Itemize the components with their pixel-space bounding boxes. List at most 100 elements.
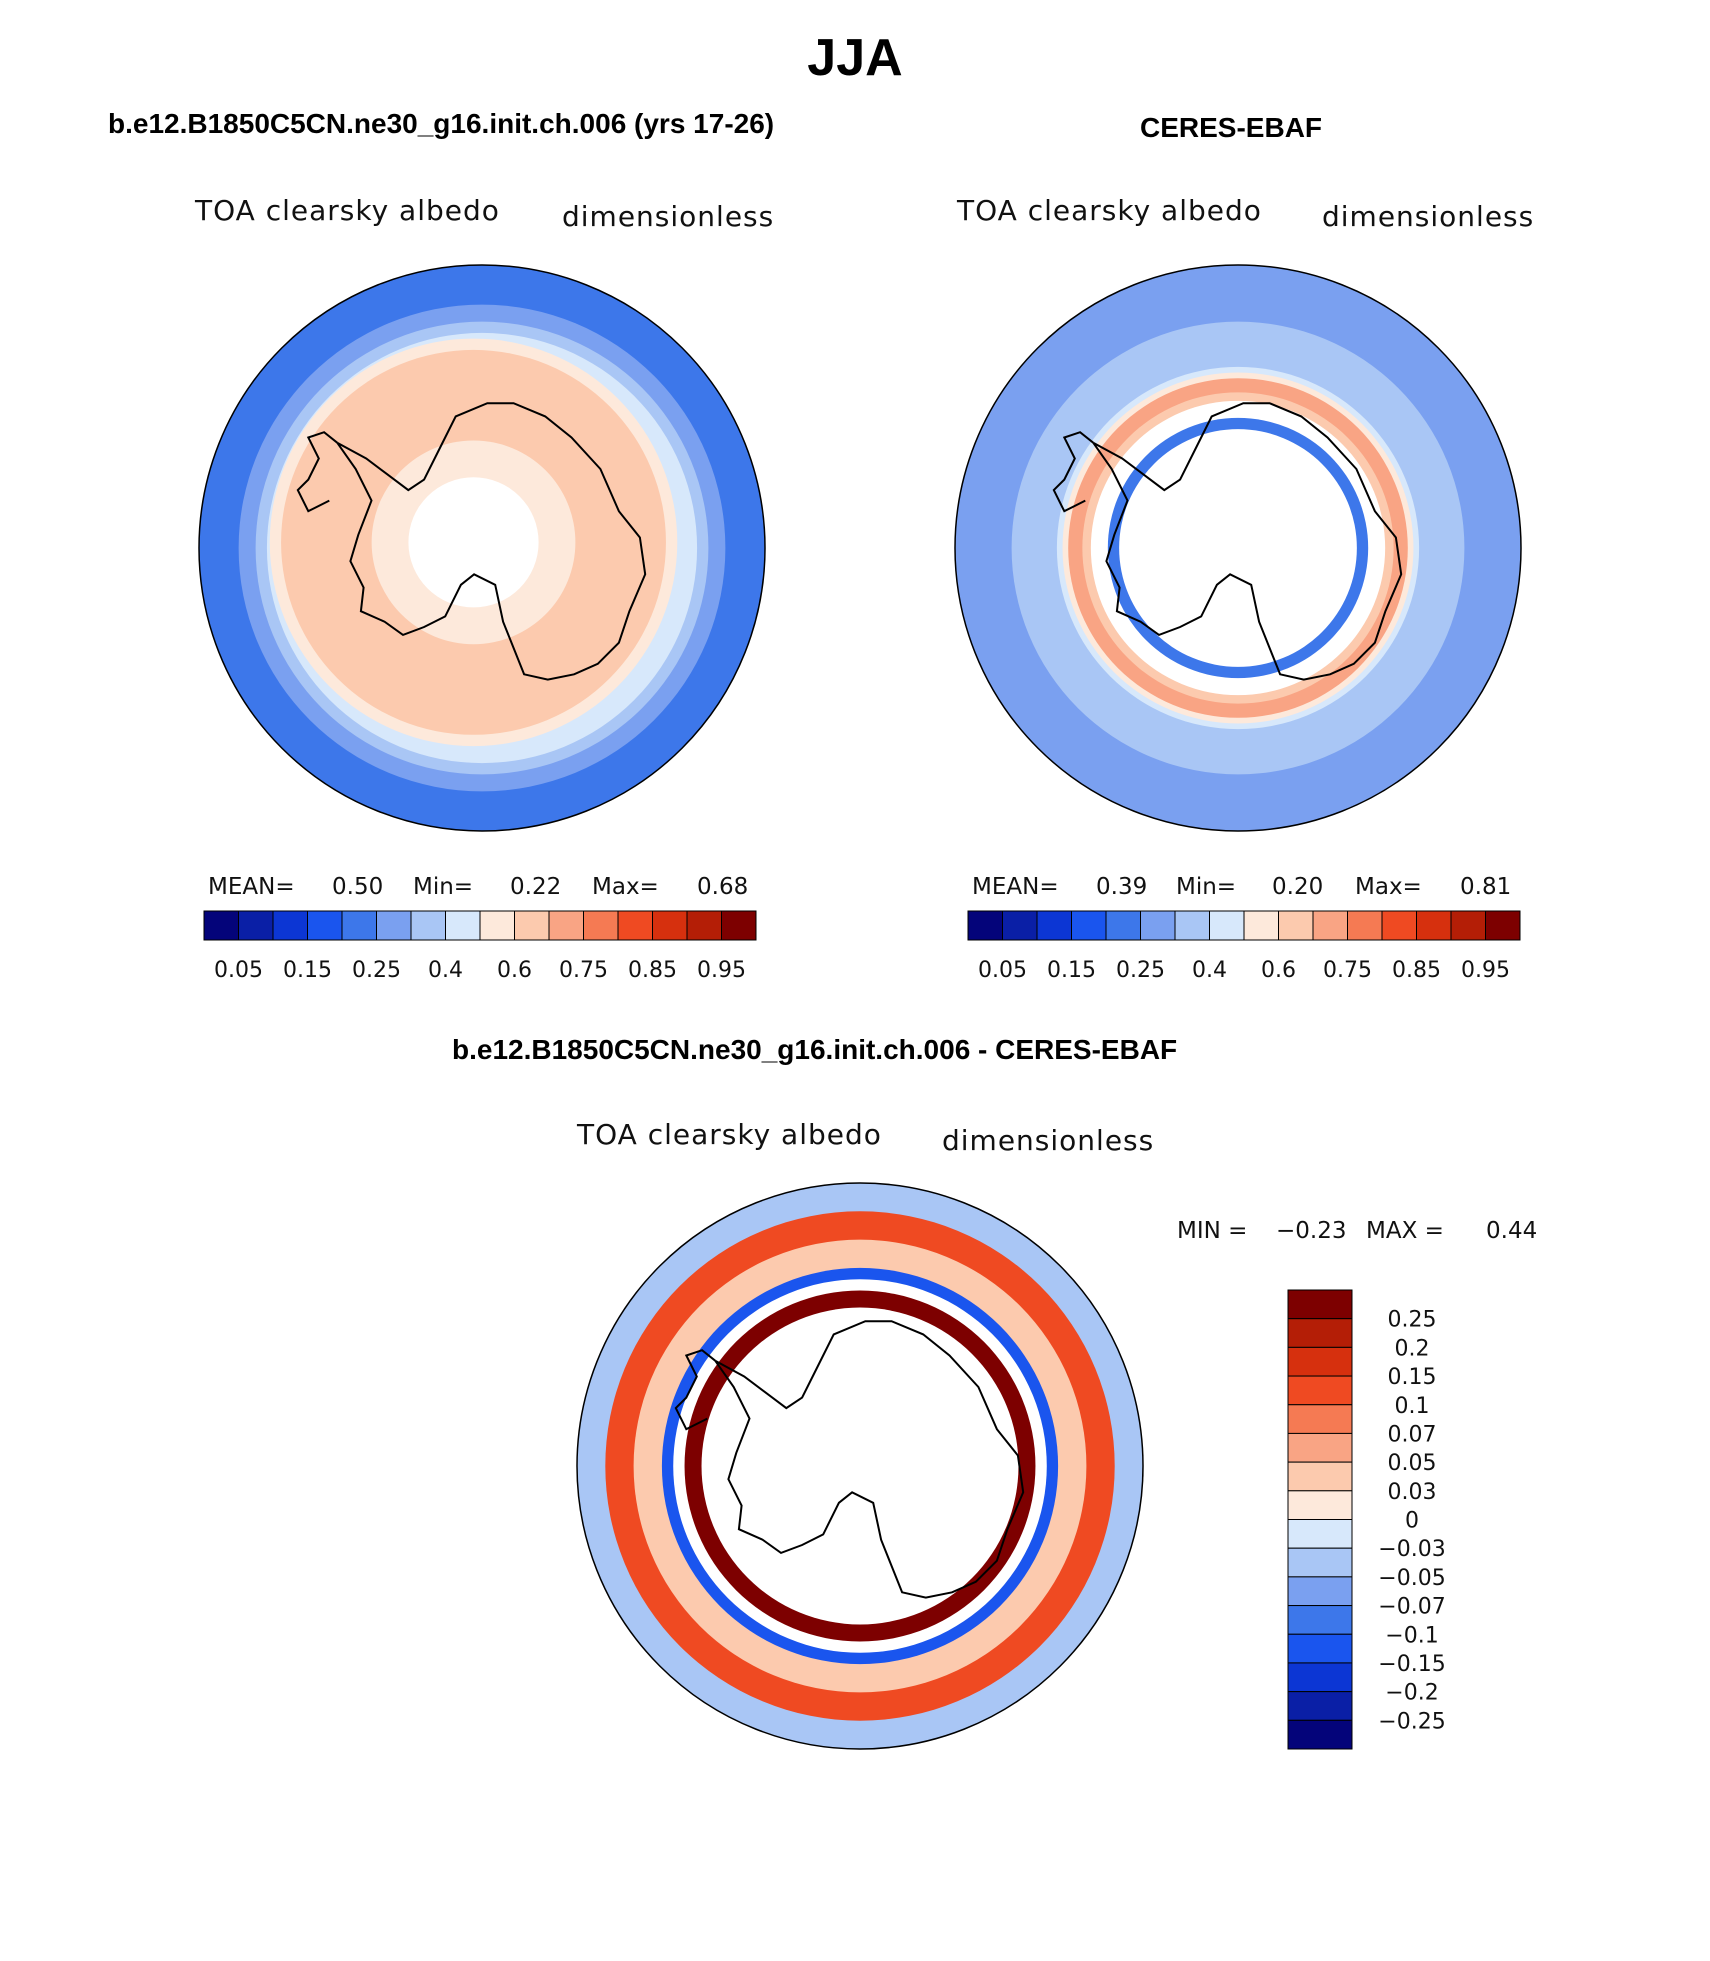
colorbar-tick-label: 0.05 — [978, 958, 1027, 983]
colorbar-1: 0.05 0.15 0.25 0.4 0.6 0.75 0.85 0.95 — [203, 910, 757, 983]
field-ring-7 — [701, 1307, 1019, 1625]
colorbar-tick-label: 0.75 — [1323, 958, 1372, 983]
panel-1-mean-value: 0.50 — [332, 874, 384, 900]
colorbar-tick-label: −0.07 — [1378, 1595, 1445, 1620]
antarctic-peninsula-coastline — [1052, 431, 1094, 513]
colorbar-swatch — [376, 910, 412, 941]
panel-2-mean-label: MEAN= — [972, 874, 1059, 900]
colorbar-tick-label: 0.25 — [352, 958, 401, 983]
colorbar-swatch — [1416, 910, 1452, 941]
colorbar-tick-label: 0.85 — [1392, 958, 1441, 983]
map-panel-2 — [954, 264, 1522, 832]
colorbar-tick-label: 0.1 — [1395, 1394, 1430, 1419]
colorbar-swatch — [1071, 910, 1107, 941]
panel-1-max-label: Max= — [592, 874, 659, 900]
colorbar-tick-label: 0.05 — [214, 958, 263, 983]
colorbar-tick-label: 0.4 — [428, 958, 463, 983]
colorbar-swatch — [1287, 1576, 1353, 1607]
colorbar-swatch — [1287, 1318, 1353, 1348]
map-boundary — [576, 1182, 1144, 1750]
field-ring-8 — [408, 477, 539, 608]
field-ring-9 — [1119, 429, 1357, 667]
panel-2-title: CERES-EBAF — [1140, 112, 1323, 143]
panel-3-title: b.e12.B1850C5CN.ne30_g16.init.ch.006 - C… — [452, 1034, 1178, 1065]
colorbar-swatch — [1287, 1605, 1353, 1635]
colorbar-swatch — [341, 910, 377, 941]
colorbar-tick-label: 0.6 — [497, 958, 532, 983]
colorbar-tick-label: −0.2 — [1385, 1681, 1438, 1706]
figure-title: JJA — [807, 29, 903, 87]
panel-3-min-value: −0.23 — [1276, 1218, 1347, 1244]
colorbar-swatch — [1209, 910, 1245, 941]
panel-2-max-label: Max= — [1355, 874, 1422, 900]
panel-1-max-value: 0.68 — [697, 874, 749, 900]
colorbar-swatch — [1287, 1662, 1353, 1693]
colorbar-tick-label: 0.03 — [1388, 1480, 1437, 1505]
panel-1-variable: TOA clearsky albedo — [195, 194, 500, 227]
colorbar-tick-label: 0.25 — [1388, 1308, 1437, 1333]
panel-1-units: dimensionless — [562, 200, 775, 233]
colorbar-swatch — [272, 910, 308, 941]
colorbar-swatch — [721, 910, 757, 941]
panel-3-units: dimensionless — [942, 1124, 1155, 1157]
colorbar-tick-label: 0.25 — [1116, 958, 1165, 983]
colorbar-swatch — [1287, 1404, 1353, 1434]
panel-3-max-value: 0.44 — [1486, 1218, 1538, 1244]
colorbar-tick-label: −0.1 — [1385, 1623, 1438, 1648]
colorbar-3: 0.25 0.2 0.15 0.1 0.07 0.05 0.03 0 −0.03 −0.05 −0.… — [1287, 1289, 1446, 1750]
map-field-1 — [199, 265, 765, 831]
colorbar-swatch — [1036, 910, 1072, 941]
antarctica-coastline — [1092, 402, 1403, 681]
colorbar-tick-label: −0.15 — [1378, 1652, 1445, 1677]
colorbar-swatch — [1287, 1375, 1353, 1406]
colorbar-swatch — [548, 910, 584, 941]
colorbar-swatch — [1287, 1547, 1353, 1578]
antarctica-coastline — [714, 1320, 1025, 1599]
colorbar-tick-label: 0 — [1405, 1509, 1419, 1534]
panel-3-max-label: MAX = — [1366, 1218, 1444, 1244]
panel-2-max-value: 0.81 — [1460, 874, 1512, 900]
colorbar-swatch — [1287, 1691, 1353, 1721]
panel-1-mean-label: MEAN= — [208, 874, 295, 900]
colorbar-swatch — [686, 910, 722, 941]
antarctic-peninsula-coastline — [296, 431, 338, 513]
panel-2-min-label: Min= — [1176, 874, 1237, 900]
colorbar-swatch — [479, 910, 515, 941]
colorbar-swatch — [1287, 1289, 1353, 1320]
colorbar-tick-label: 0.15 — [1388, 1365, 1437, 1390]
colorbar-swatch — [445, 910, 481, 941]
map-field-2 — [955, 265, 1521, 831]
colorbar-swatch — [1287, 1346, 1353, 1377]
colorbar-swatch — [1278, 910, 1314, 941]
colorbar-tick-label: 0.15 — [283, 958, 332, 983]
colorbar-swatch — [1287, 1633, 1353, 1664]
map-field-3 — [577, 1183, 1143, 1749]
colorbar-swatch — [1140, 910, 1176, 941]
panel-2-variable: TOA clearsky albedo — [957, 194, 1262, 227]
panel-1-title: b.e12.B1850C5CN.ne30_g16.init.ch.006 (yr… — [108, 108, 775, 139]
colorbar-swatch — [1002, 910, 1038, 941]
colorbar-tick-label: 0.95 — [697, 958, 746, 983]
colorbar-tick-label: 0.85 — [628, 958, 677, 983]
map-boundary — [198, 264, 766, 832]
colorbar-tick-label: 0.6 — [1261, 958, 1296, 983]
colorbar-swatch — [617, 910, 653, 941]
colorbar-swatch — [1243, 910, 1279, 941]
colorbar-tick-label: −0.05 — [1378, 1566, 1445, 1591]
colorbar-swatch — [652, 910, 688, 941]
panel-3-min-label: MIN = — [1177, 1218, 1248, 1244]
colorbar-swatch — [1287, 1519, 1353, 1549]
colorbar-tick-label: 0.05 — [1388, 1451, 1437, 1476]
colorbar-swatch — [410, 910, 446, 941]
map-panel-3 — [576, 1182, 1144, 1750]
map-panel-1 — [198, 264, 766, 832]
panel-1-min-label: Min= — [413, 874, 474, 900]
colorbar-tick-label: −0.25 — [1378, 1709, 1445, 1734]
colorbar-swatch — [1381, 910, 1417, 941]
panel-3-variable: TOA clearsky albedo — [577, 1118, 882, 1151]
antarctica-coastline — [336, 402, 647, 681]
map-boundary — [954, 264, 1522, 832]
colorbar-swatch — [1312, 910, 1348, 941]
colorbar-tick-label: 0.15 — [1047, 958, 1096, 983]
colorbar-swatch — [583, 910, 619, 941]
